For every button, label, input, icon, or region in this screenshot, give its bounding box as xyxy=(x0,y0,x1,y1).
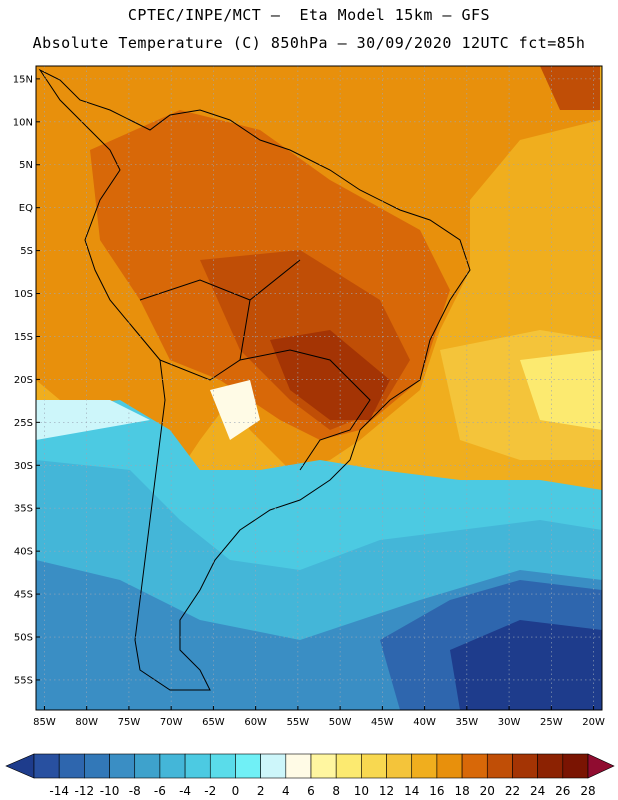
colorbar-swatch xyxy=(285,753,312,779)
lat-tick-label: 15N xyxy=(13,74,33,85)
colorbar-swatch xyxy=(386,753,413,779)
lon-tick-label: 65W xyxy=(202,717,225,728)
map-frame xyxy=(35,65,603,711)
colorbar-label: 4 xyxy=(282,784,290,798)
longitude-labels: 85W 80W 75W 70W 65W 60W 55W 50W 45W 40W 35W 30W 25W 2… xyxy=(33,706,605,728)
colorbar-label: 24 xyxy=(530,784,545,798)
colorbar-label: 28 xyxy=(580,784,595,798)
lat-tick-label: 5S xyxy=(20,246,33,257)
colorbar-right-arrow xyxy=(587,753,615,779)
lat-tick-label: 50S xyxy=(14,633,33,644)
colorbar-left-arrow xyxy=(5,753,35,779)
temperature-field xyxy=(36,66,602,710)
colorbar-label: 26 xyxy=(555,784,570,798)
colorbar-swatch xyxy=(411,753,438,779)
colorbar-label: -10 xyxy=(100,784,120,798)
graticule xyxy=(36,66,602,710)
colorbar-swatch xyxy=(512,753,538,779)
colorbar-swatch xyxy=(159,753,186,779)
lon-tick-label: 25W xyxy=(540,717,563,728)
lat-tick-label: 35S xyxy=(14,504,33,515)
colorbar-label: 12 xyxy=(379,784,394,798)
lon-tick-label: 40W xyxy=(413,717,436,728)
colorbar-label: 2 xyxy=(257,784,265,798)
colorbar-label: 0 xyxy=(232,784,240,798)
lon-tick-label: 85W xyxy=(33,717,56,728)
colorbar-swatch xyxy=(537,753,564,779)
colorbar-label: 6 xyxy=(307,784,315,798)
colorbar-swatch xyxy=(361,753,387,779)
colorbar-label: 16 xyxy=(429,784,444,798)
lat-tick-label: 10N xyxy=(13,117,33,128)
lat-tick-label: EQ xyxy=(19,203,33,214)
colorbar-label: 18 xyxy=(454,784,469,798)
colorbar-label: 10 xyxy=(354,784,369,798)
colorbar-swatch xyxy=(84,753,110,779)
colorbar-swatch xyxy=(436,753,463,779)
colorbar-label: 8 xyxy=(332,784,340,798)
colorbar-swatch xyxy=(58,753,85,779)
colorbar-label: -2 xyxy=(204,784,216,798)
colorbar-swatch xyxy=(33,753,60,779)
colorbar-swatch xyxy=(134,753,161,779)
lat-tick-label: 55S xyxy=(14,675,33,686)
lon-tick-label: 55W xyxy=(287,717,310,728)
lat-tick-label: 25S xyxy=(14,418,33,429)
lat-tick-label: 5N xyxy=(19,160,33,171)
lat-tick-label: 20S xyxy=(14,375,33,386)
lon-tick-label: 35W xyxy=(456,717,479,728)
colorbar: -14 -12 -10 -8 -6 -4 -2 0 2 4 6 8 10 12 14 16 18 20 22 24 26… xyxy=(5,753,615,798)
lat-tick-label: 30S xyxy=(14,461,33,472)
lon-tick-label: 20W xyxy=(582,717,605,728)
colorbar-label: -12 xyxy=(75,784,95,798)
lon-tick-label: 45W xyxy=(371,717,394,728)
colorbar-label: 20 xyxy=(480,784,495,798)
lon-tick-label: 80W xyxy=(75,717,98,728)
colorbar-swatch xyxy=(184,753,211,779)
title-line-1: CPTEC/INPE/MCT – Eta Model 15km – GFS xyxy=(127,6,491,24)
lon-tick-label: 60W xyxy=(244,717,267,728)
colorbar-swatch xyxy=(562,753,589,779)
lat-tick-label: 40S xyxy=(14,547,33,558)
title-line-2: Absolute Temperature (C) 850hPa – 30/09/… xyxy=(32,34,586,52)
latitude-labels: 15N 10N 5N EQ 5S 10S 15S 20S 25S 30S 35S 40S 45S 50S 5… xyxy=(13,74,40,686)
colorbar-label: -6 xyxy=(154,784,166,798)
lat-tick-label: 45S xyxy=(14,590,33,601)
lon-tick-label: 75W xyxy=(118,717,141,728)
colorbar-swatch xyxy=(260,753,287,779)
lon-tick-label: 70W xyxy=(160,717,183,728)
lat-tick-label: 15S xyxy=(14,332,33,343)
colorbar-swatch xyxy=(235,753,261,779)
lon-tick-label: 50W xyxy=(329,717,352,728)
colorbar-label: 22 xyxy=(505,784,520,798)
colorbar-label: -14 xyxy=(49,784,69,798)
colorbar-swatch xyxy=(461,753,488,779)
colorbar-swatch xyxy=(486,753,513,779)
colorbar-label: -4 xyxy=(179,784,191,798)
colorbar-label: -8 xyxy=(129,784,141,798)
coastline xyxy=(38,68,471,691)
colorbar-swatch xyxy=(109,753,136,779)
colorbar-label: 14 xyxy=(404,784,419,798)
colorbar-swatch xyxy=(310,753,337,779)
colorbar-swatch xyxy=(335,753,362,779)
lat-tick-label: 10S xyxy=(14,289,33,300)
colorbar-swatch xyxy=(209,753,236,779)
lon-tick-label: 30W xyxy=(498,717,521,728)
